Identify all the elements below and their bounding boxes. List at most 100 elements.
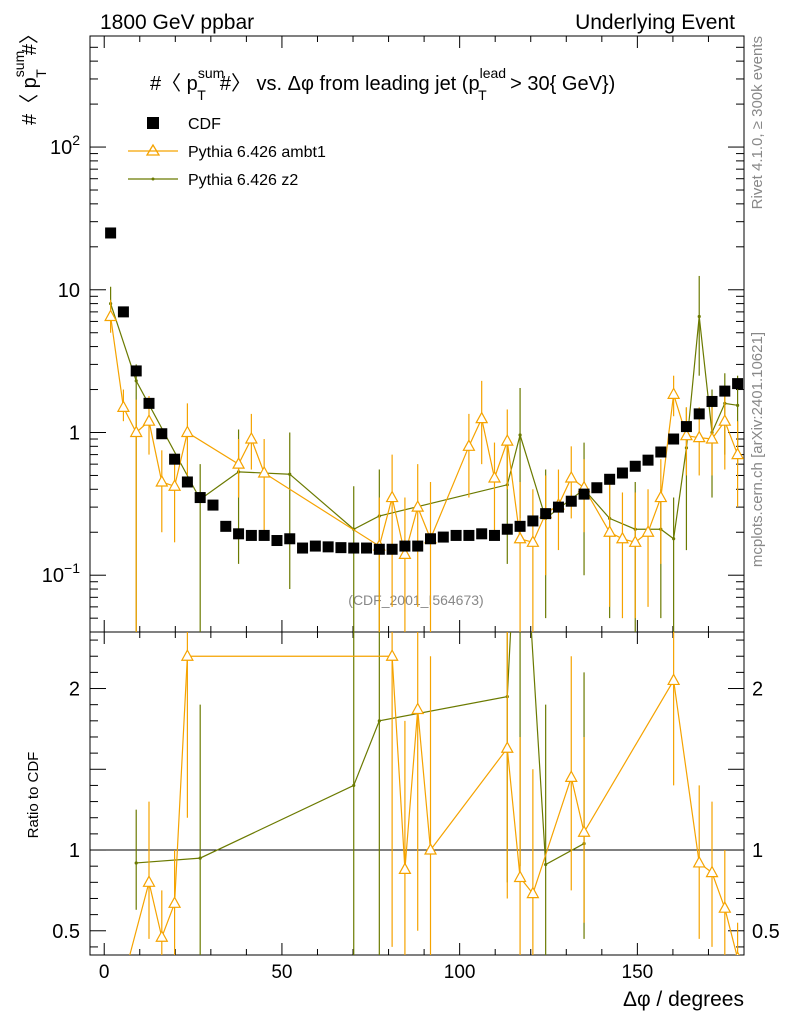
cdf-data-point: [181, 476, 193, 488]
cdf-data-point: [284, 533, 296, 545]
title-lead-superscript: lead: [480, 65, 506, 81]
cdf-data-point: [693, 408, 705, 420]
title-sum-superscript: sum: [198, 65, 224, 81]
cdf-data-point: [578, 488, 590, 500]
header-right: Underlying Event: [575, 11, 735, 34]
ambt1-ratio-marker: [411, 702, 425, 715]
ambt1-marker: [603, 524, 617, 537]
z2-marker: [697, 314, 701, 319]
ambt1-marker: [679, 428, 693, 441]
ambt1-marker: [168, 479, 182, 491]
cdf-data-point: [680, 421, 692, 433]
cdf-data-point: [565, 495, 577, 507]
cdf-data-point: [476, 528, 488, 540]
x-tick-labels: 0 50 100 150: [99, 962, 653, 983]
mcplots-label: mcplots.cern.ch [arXiv:2401.10621]: [749, 332, 766, 567]
ratio-tick-label-right: 1: [752, 840, 763, 862]
cdf-data-point: [207, 499, 219, 511]
cdf-data-point: [309, 540, 321, 552]
legend-cdf-marker: [147, 117, 159, 129]
x-tick-label: 50: [271, 962, 292, 983]
cdf-data-point: [399, 540, 411, 552]
cdf-data-point: [437, 531, 449, 543]
analysis-watermark: (CDF_2001_I564673): [348, 592, 483, 608]
cdf-data-point: [655, 446, 667, 458]
cdf-data-point: [514, 520, 526, 532]
ambt1-ratio-marker: [500, 741, 514, 753]
cdf-data-point: [348, 542, 360, 554]
ratio-data-layer: [118, 632, 740, 983]
ratio-tick-label-right: 0.5: [752, 921, 780, 943]
z2-ratio-marker: [134, 861, 138, 865]
ratio-tick-labels: 0.5 0.5 1 1 2 2: [52, 679, 780, 943]
ambt1-ratio-marker: [692, 855, 706, 868]
ambt1-marker: [475, 411, 489, 424]
cdf-data-point: [719, 385, 731, 397]
ambt1-ratio-marker: [180, 648, 194, 661]
ambt1-marker: [513, 531, 527, 544]
cdf-data-point: [425, 533, 437, 545]
ambt1-marker: [244, 431, 258, 444]
legend-z2-label: Pythia 6.426 z2: [188, 172, 298, 189]
ambt1-ratio-marker: [423, 842, 438, 855]
ratio-axis-ticks: [90, 632, 744, 955]
ambt1-marker: [526, 535, 540, 547]
ambt1-marker: [667, 387, 681, 399]
ambt1-marker: [129, 425, 143, 438]
cdf-data-point: [194, 492, 206, 504]
legend-ambt1-label: Pythia 6.426 ambt1: [188, 144, 326, 161]
ambt1-marker: [385, 490, 399, 503]
ambt1-marker: [232, 456, 246, 469]
main-data-layer: [104, 227, 744, 632]
title-part-1: #〈 p: [150, 73, 198, 95]
z2-marker: [134, 379, 138, 383]
z2-marker: [288, 472, 292, 476]
cdf-data-point: [501, 523, 513, 535]
cdf-data-point: [322, 541, 334, 553]
cdf-data-point: [156, 428, 168, 440]
cdf-data-point: [463, 529, 475, 541]
title-part-2: #〉 vs. Δφ from leading jet (p: [220, 73, 480, 95]
ambt1-marker: [628, 535, 642, 547]
ambt1-ratio-marker: [155, 929, 169, 942]
ylabel-sub: T: [33, 69, 49, 78]
ratio-plot-frame: [89, 631, 745, 956]
cdf-data-point: [488, 529, 500, 541]
ambt1-marker: [692, 430, 706, 443]
cdf-data-point: [386, 543, 398, 555]
x-tick-label: 150: [622, 962, 654, 983]
ambt1-ratio-marker: [526, 886, 540, 899]
legend-cdf-label: CDF: [188, 116, 221, 133]
cdf-data-point: [258, 529, 270, 541]
cdf-data-point: [143, 397, 155, 409]
ambt1-marker: [462, 439, 476, 451]
cdf-data-point: [642, 454, 654, 466]
y-tick-label: 10: [58, 280, 80, 302]
title-t-subscript: T: [197, 87, 206, 103]
ambt1-ratio-marker: [735, 950, 740, 955]
ambt1-marker: [564, 470, 578, 483]
ambt1-marker: [142, 413, 156, 426]
cdf-data-point: [117, 306, 129, 318]
cdf-data-point: [668, 433, 680, 445]
cdf-data-point: [361, 542, 373, 554]
ambt1-marker: [615, 531, 629, 544]
z2-ratio-series-line: [136, 632, 585, 866]
ambt1-ratio-marker: [667, 673, 681, 686]
cdf-data-point: [233, 528, 245, 540]
cdf-data-point: [373, 543, 385, 555]
y-tick-exponent: −1: [64, 560, 80, 576]
z2-ratio-marker: [377, 719, 381, 723]
ambt1-marker: [705, 431, 719, 444]
x-tick-label: 100: [444, 962, 476, 983]
ambt1-ratio-marker: [118, 973, 129, 983]
ambt1-marker: [411, 499, 425, 512]
y-axis-label: #〈 psum T #〉: [11, 24, 49, 125]
rivet-version-label: Rivet 4.1.0, ≥ 300k events: [749, 36, 766, 209]
z2-ratio-marker: [198, 856, 202, 860]
cdf-data-point: [220, 520, 232, 532]
legend-ambt1-marker: [145, 143, 161, 156]
